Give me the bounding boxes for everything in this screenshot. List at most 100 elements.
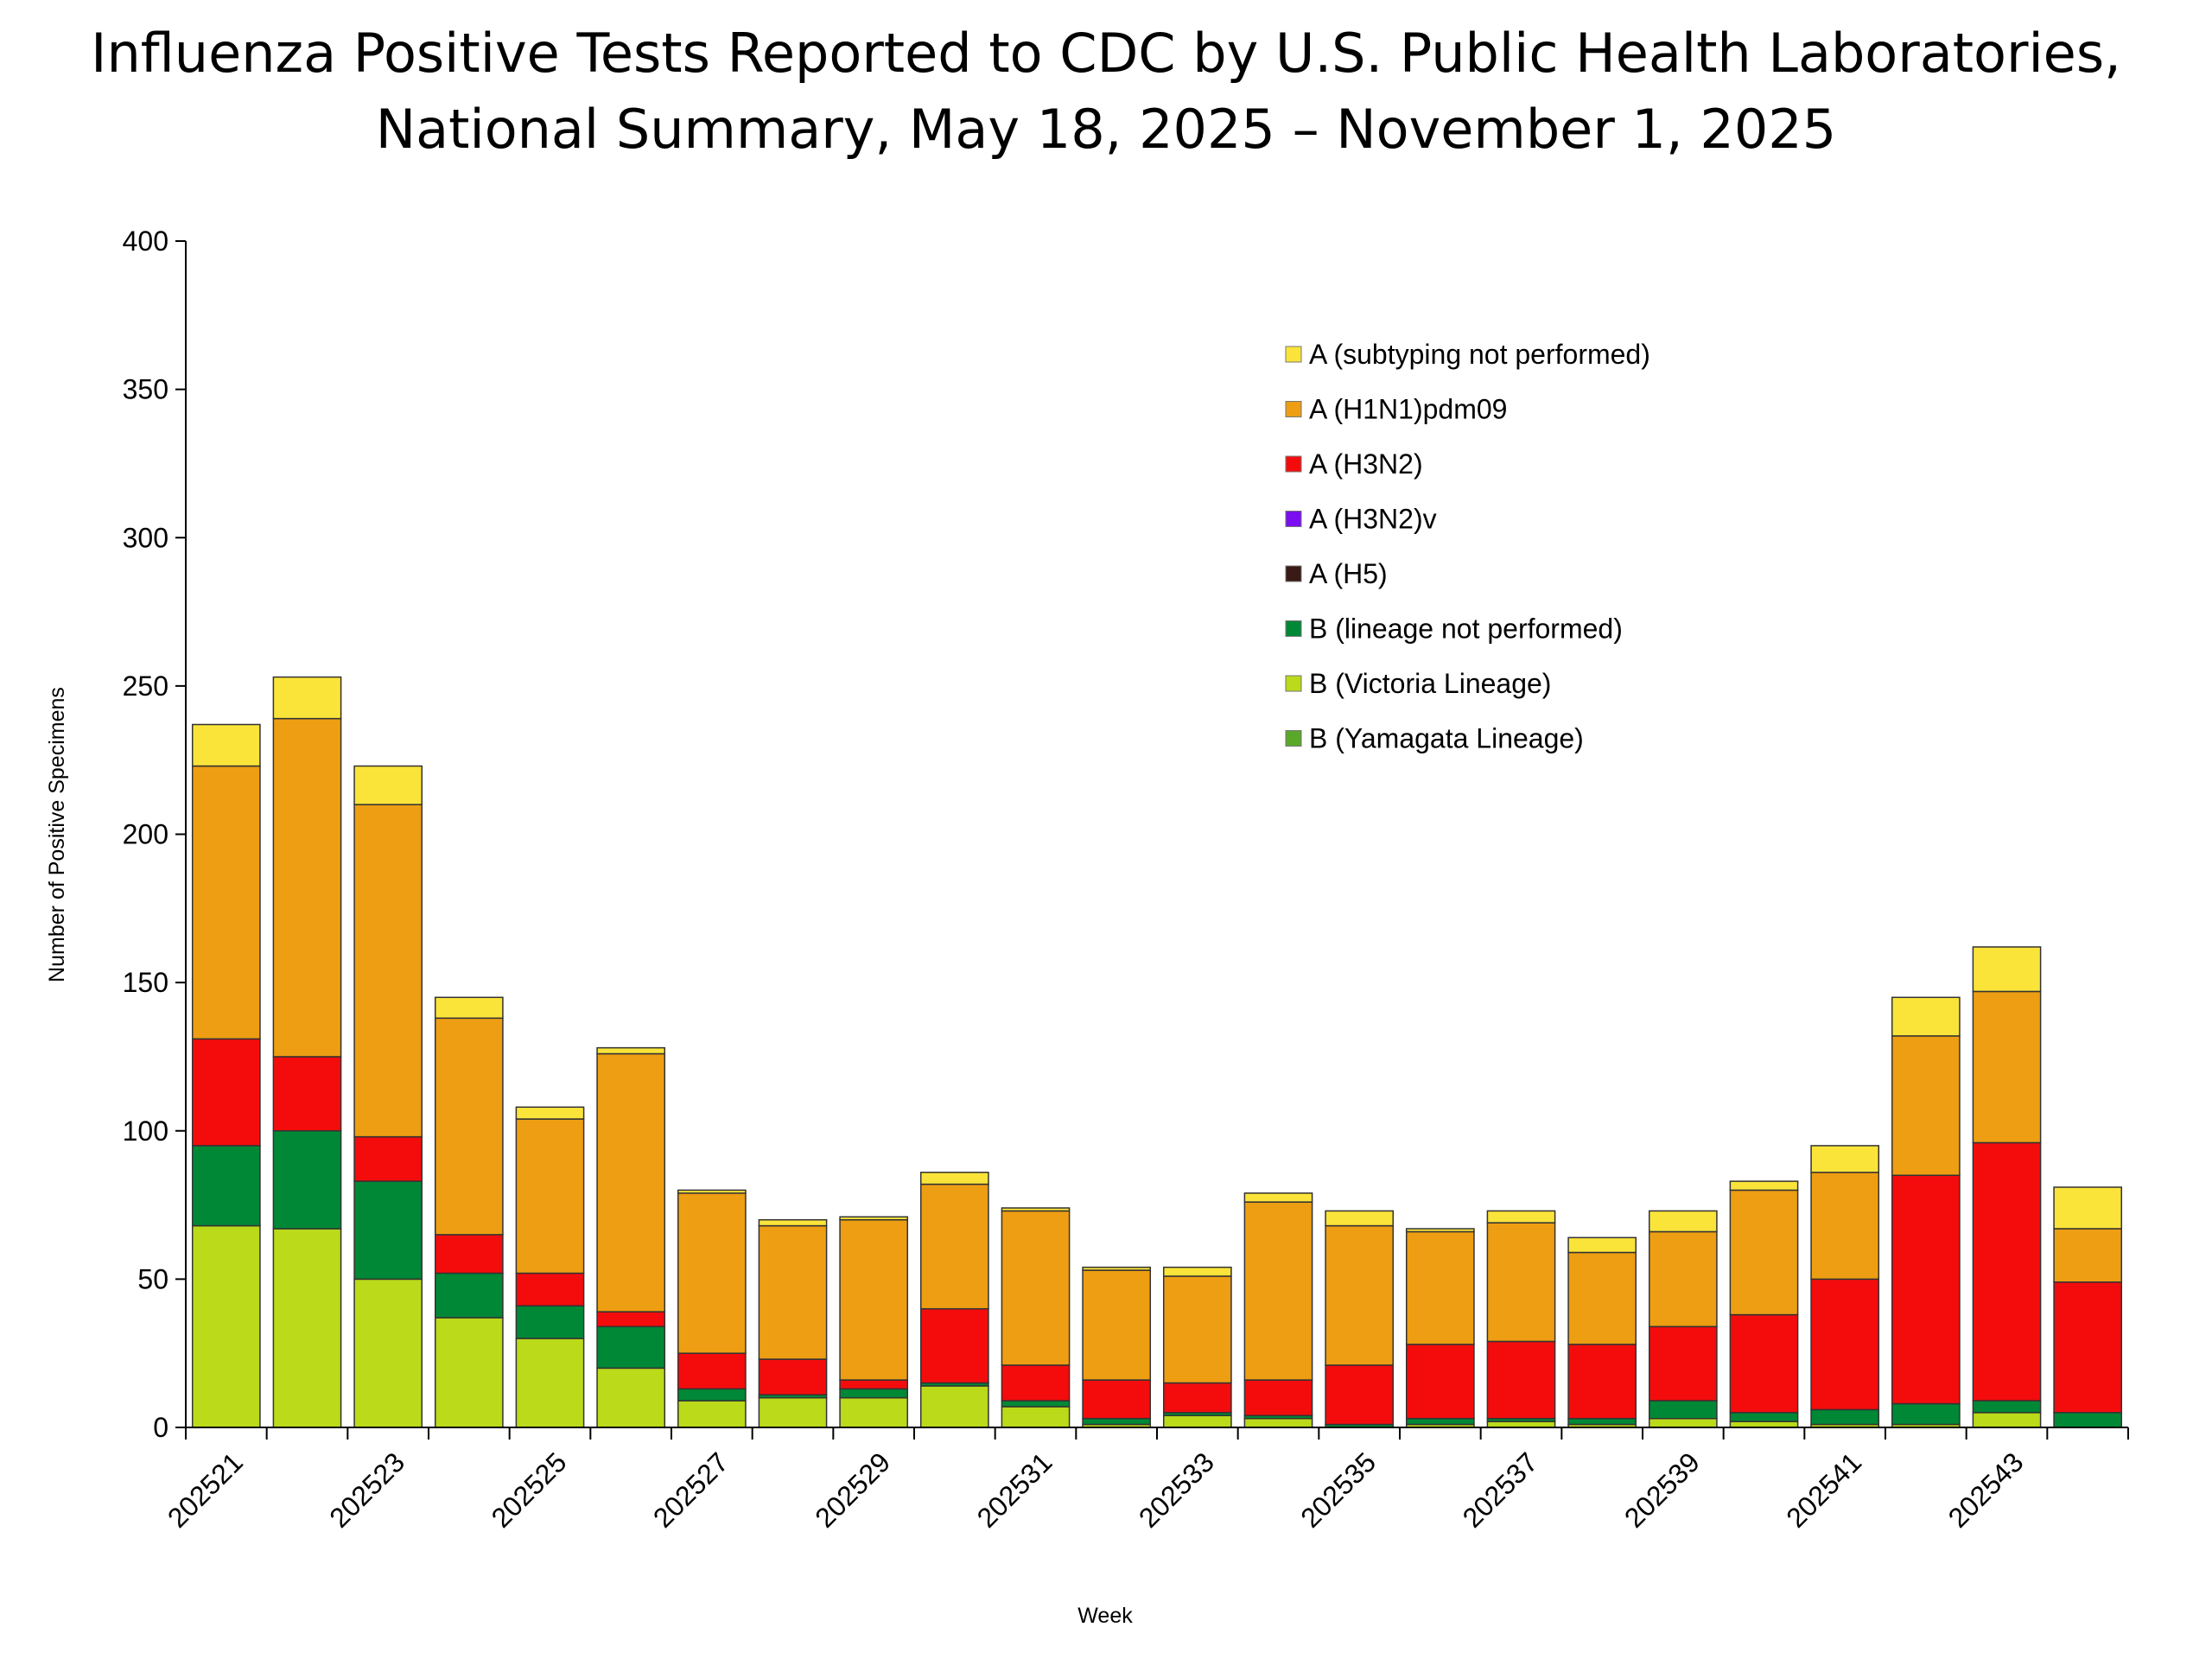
bar-segment-202521-b-lineage-not-performed- — [191, 1145, 261, 1227]
bar-segment-202535-a-h1n1-pdm09 — [1325, 1224, 1395, 1366]
legend-swatch — [1285, 675, 1302, 692]
y-tick-label: 200 — [123, 819, 168, 850]
bar-segment-202522-b-lineage-not-performed- — [272, 1130, 342, 1230]
legend-item: A (H5) — [1285, 558, 1388, 589]
bar-segment-202525-a-subtyping-not-performed- — [515, 1106, 585, 1120]
bar-segment-202541-b-lineage-not-performed- — [1810, 1408, 1880, 1426]
bar-segment-202523-a-subtyping-not-performed- — [353, 765, 423, 805]
bar-segment-202531-a-subtyping-not-performed- — [1001, 1207, 1071, 1212]
bar-segment-202521-b-victoria-lineage- — [191, 1224, 261, 1428]
bar-segment-202524-b-victoria-lineage- — [434, 1317, 504, 1428]
y-tick-label: 50 — [137, 1263, 168, 1294]
bar-segment-202525-b-victoria-lineage- — [515, 1338, 585, 1428]
bar-segment-202530-a-subtyping-not-performed- — [919, 1172, 989, 1185]
bar-segment-202537-b-victoria-lineage- — [1486, 1421, 1556, 1428]
bar-segment-202521-a-h1n1-pdm09 — [191, 765, 261, 1040]
y-tick-label: 100 — [123, 1116, 168, 1147]
bar-segment-202522-a-h3n2- — [272, 1056, 342, 1132]
bar-segment-202535-a-subtyping-not-performed- — [1325, 1210, 1395, 1227]
x-tick-label: 202541 — [1780, 1446, 1867, 1534]
bar-segment-202539-b-victoria-lineage- — [1648, 1417, 1718, 1428]
bar-segment-202530-a-h3n2- — [919, 1307, 989, 1384]
bar-segment-202533-a-h1n1-pdm09 — [1162, 1275, 1232, 1384]
bar-segment-202523-b-lineage-not-performed- — [353, 1180, 423, 1281]
bar-segment-202537-a-h1n1-pdm09 — [1486, 1222, 1556, 1343]
bar-segment-202523-a-h1n1-pdm09 — [353, 804, 423, 1138]
bar-segment-202527-b-victoria-lineage- — [677, 1400, 747, 1428]
legend-label: A (H3N2) — [1309, 448, 1423, 480]
bar-segment-202527-a-h1n1-pdm09 — [677, 1192, 747, 1354]
bar-segment-202533-a-h3n2- — [1162, 1382, 1232, 1414]
bar-segment-202526-b-lineage-not-performed- — [596, 1325, 666, 1370]
x-tick-label: 202521 — [162, 1446, 249, 1534]
bar-segment-202524-a-subtyping-not-performed- — [434, 996, 504, 1020]
bar-segment-202540-a-subtyping-not-performed- — [1729, 1180, 1799, 1192]
bar-segment-202524-b-lineage-not-performed- — [434, 1272, 504, 1319]
bar-segment-202536-a-h3n2- — [1405, 1344, 1475, 1420]
bar-segment-202538-b-lineage-not-performed- — [1567, 1417, 1637, 1426]
bar-segment-202526-b-victoria-lineage- — [596, 1367, 666, 1428]
x-tick-label: 202529 — [809, 1446, 896, 1534]
bar-segment-202536-a-subtyping-not-performed- — [1405, 1228, 1475, 1233]
chart-title: Influenza Positive Tests Reported to CDC… — [0, 16, 2212, 168]
legend-item: B (lineage not performed) — [1285, 613, 1623, 645]
legend-label: A (subtyping not performed) — [1309, 339, 1650, 370]
bar-segment-202527-b-lineage-not-performed- — [677, 1388, 747, 1402]
bar-segment-202528-a-h3n2- — [758, 1358, 828, 1395]
legend-label: A (H1N1)pdm09 — [1309, 394, 1507, 425]
bar-segment-202529-a-h3n2- — [839, 1379, 909, 1390]
bar-segment-202521-a-h3n2- — [191, 1038, 261, 1147]
bar-segment-202522-b-victoria-lineage- — [272, 1228, 342, 1428]
bar-segment-202524-a-h3n2- — [434, 1234, 504, 1274]
legend-swatch — [1285, 730, 1302, 747]
legend-item: A (subtyping not performed) — [1285, 339, 1650, 370]
bar-segment-202538-a-h3n2- — [1567, 1344, 1637, 1420]
bar-segment-202537-a-h3n2- — [1486, 1340, 1556, 1420]
bar-segment-202539-b-lineage-not-performed- — [1648, 1400, 1718, 1420]
legend-item: A (H3N2)v — [1285, 504, 1437, 535]
legend-label: B (Yamagata Lineage) — [1309, 723, 1584, 754]
legend-swatch — [1285, 620, 1302, 637]
bar-segment-202538-a-h1n1-pdm09 — [1567, 1251, 1637, 1345]
bar-segment-202536-b-lineage-not-performed- — [1405, 1417, 1475, 1426]
bar-segment-202533-b-victoria-lineage- — [1162, 1414, 1232, 1428]
bar-segment-202537-a-subtyping-not-performed- — [1486, 1210, 1556, 1224]
x-tick-label: 202527 — [647, 1446, 734, 1534]
y-tick-label: 250 — [123, 671, 168, 702]
legend-swatch — [1285, 401, 1302, 417]
bar-segment-202528-a-h1n1-pdm09 — [758, 1224, 828, 1360]
legend-label: A (H5) — [1309, 558, 1388, 589]
legend-item: A (H1N1)pdm09 — [1285, 394, 1507, 425]
bar-segment-202523-a-h3n2- — [353, 1135, 423, 1182]
bar-segment-202529-a-subtyping-not-performed- — [839, 1216, 909, 1221]
bar-segment-202523-b-victoria-lineage- — [353, 1278, 423, 1428]
bar-segment-202529-b-victoria-lineage- — [839, 1396, 909, 1428]
bar-segment-202541-a-subtyping-not-performed- — [1810, 1145, 1880, 1173]
bar-segment-202539-a-h3n2- — [1648, 1325, 1718, 1402]
bar-segment-202543-a-h3n2- — [1972, 1141, 2042, 1402]
bar-segment-202522-a-h1n1-pdm09 — [272, 717, 342, 1058]
bar-segment-202532-a-subtyping-not-performed- — [1082, 1266, 1152, 1271]
bar-segment-202540-a-h3n2- — [1729, 1313, 1799, 1414]
title-line-1: Influenza Positive Tests Reported to CDC… — [91, 22, 2121, 85]
y-tick-label: 150 — [123, 967, 168, 998]
legend-label: A (H3N2)v — [1309, 504, 1437, 535]
legend-swatch — [1285, 565, 1302, 582]
legend-item: B (Victoria Lineage) — [1285, 668, 1551, 699]
bar-segment-202529-b-lineage-not-performed- — [839, 1388, 909, 1399]
bar-segment-202524-a-h1n1-pdm09 — [434, 1017, 504, 1236]
bar-segment-202540-b-lineage-not-performed- — [1729, 1412, 1799, 1422]
bar-segment-202531-a-h1n1-pdm09 — [1001, 1210, 1071, 1366]
bar-segment-202542-a-h1n1-pdm09 — [1891, 1035, 1961, 1176]
legend-swatch — [1285, 346, 1302, 363]
x-tick-label: 202533 — [1133, 1446, 1220, 1534]
bar-segment-202543-b-victoria-lineage- — [1972, 1412, 2042, 1428]
bar-segment-202531-a-h3n2- — [1001, 1364, 1071, 1402]
legend-label: B (lineage not performed) — [1309, 613, 1623, 645]
legend-item: A (H3N2) — [1285, 448, 1423, 480]
bar-segment-202525-a-h3n2- — [515, 1272, 585, 1307]
bar-segment-202532-a-h3n2- — [1082, 1379, 1152, 1420]
bar-segment-202526-a-subtyping-not-performed- — [596, 1046, 666, 1055]
bar-segment-202544-a-h1n1-pdm09 — [2053, 1228, 2123, 1283]
